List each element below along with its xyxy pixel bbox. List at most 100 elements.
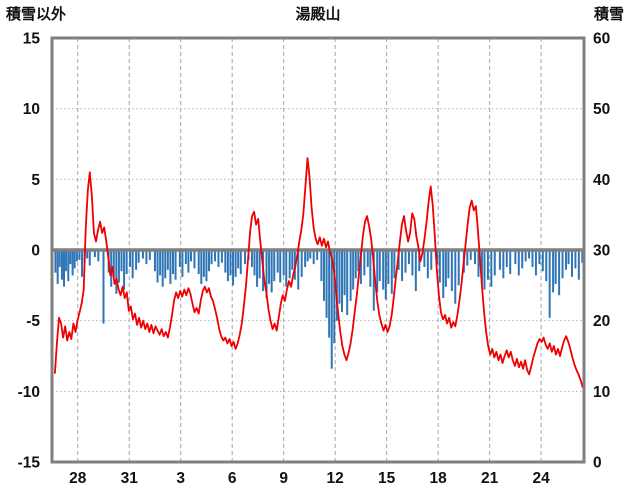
plot-frame [50, 36, 586, 464]
snowfall-bar [268, 250, 271, 284]
snowfall-bar [457, 250, 460, 286]
snowfall-bar [545, 250, 548, 282]
snowfall-bar [156, 250, 159, 283]
right-axis-tick: 60 [593, 31, 610, 48]
snowfall-bar [561, 250, 564, 279]
right-axis-tick: 50 [593, 101, 610, 118]
snowfall-bar [282, 250, 285, 276]
snowfall-bar [161, 250, 164, 287]
left-axis-tick: 15 [23, 31, 41, 48]
snowfall-bar [534, 250, 537, 276]
snowfall-bar [349, 250, 352, 301]
right-axis-tick: 0 [593, 455, 602, 472]
snowfall-bar [567, 250, 570, 265]
snowfall-bar [135, 250, 138, 270]
snowfall-bar [97, 250, 100, 262]
snowfall-bar [220, 250, 223, 263]
snowfall-bar [244, 250, 247, 265]
snowfall-bar [447, 250, 450, 279]
snowfall-bar [297, 250, 300, 290]
snowfall-bar [352, 250, 355, 290]
x-axis-tick: 24 [532, 470, 550, 487]
snowfall-bar [387, 250, 390, 284]
snowfall-bar [265, 250, 268, 299]
left-axis-tick: -15 [18, 455, 41, 472]
snowfall-bar [137, 250, 140, 263]
snowfall-bar [253, 250, 256, 276]
snowfall-bar [369, 250, 372, 287]
snowfall-bar [335, 250, 338, 321]
snowfall-bar [564, 250, 567, 270]
x-axis-tick: 15 [378, 470, 396, 487]
snowfall-bar [528, 250, 531, 259]
snowfall-bar [250, 250, 253, 267]
snowfall-bar [438, 250, 441, 283]
x-axis-tick: 31 [121, 470, 139, 487]
snowfall-bar [376, 250, 379, 293]
snowfall-bar [450, 250, 453, 291]
snowfall-bar [407, 250, 410, 265]
snowfall-bar [145, 250, 148, 265]
snowfall-bar [570, 250, 573, 277]
snowfall-bar [141, 250, 144, 259]
snowfall-bar [320, 250, 323, 282]
snowfall-bar [577, 250, 580, 280]
snowfall-bar [309, 250, 312, 259]
snowfall-bar [531, 250, 534, 267]
snowfall-bar [490, 250, 493, 287]
snowfall-bar [366, 250, 369, 267]
snowfall-bar [125, 250, 128, 275]
snowfall-bar [202, 250, 205, 277]
right-axis-title: 積雪 [593, 6, 624, 23]
snowfall-bar [208, 250, 211, 272]
snowfall-bar [498, 250, 501, 270]
snowfall-bar [237, 250, 240, 269]
snowfall-bar [171, 250, 174, 275]
snowfall-bar [330, 250, 333, 369]
snowfall-bar [304, 250, 307, 267]
snowfall-bar [56, 250, 59, 284]
snowfall-bar [67, 250, 70, 282]
left-axis-title: 積雪以外 [6, 6, 67, 23]
snowfall-bar [193, 250, 196, 269]
x-axis-tick: 21 [481, 470, 499, 487]
snowfall-bar [390, 250, 393, 294]
snowfall-bar [129, 250, 132, 267]
snowfall-bar [81, 250, 84, 277]
snowfall-bar [279, 250, 282, 283]
snowfall-bar [343, 250, 346, 296]
snowfall-bar [514, 250, 517, 265]
right-axis-tick: 30 [593, 243, 610, 260]
snowfall-bar [363, 250, 366, 276]
snowfall-bar [554, 250, 557, 284]
snowfall-bar [401, 250, 404, 282]
snowfall-bar [312, 250, 315, 265]
snowfall-bar [86, 250, 89, 259]
snowfall-bar [112, 250, 115, 277]
snowfall-bar [71, 250, 74, 276]
snowfall-bar [333, 250, 336, 344]
right-axis-tick: 40 [593, 172, 610, 189]
snowfall-bar [54, 250, 57, 273]
snowfall-bar [60, 250, 63, 280]
snowfall-bar [93, 250, 96, 258]
snowfall-bar [357, 250, 360, 272]
snowfall-bar [258, 250, 261, 279]
snowfall-bar [178, 250, 181, 267]
snowfall-bar [256, 250, 259, 287]
snowfall-bar [574, 250, 577, 269]
snowfall-bar [169, 250, 172, 284]
snowfall-bar [184, 250, 187, 265]
snowfall-bar [205, 250, 208, 282]
snowfall-bar [164, 250, 167, 279]
snowfall-bar [552, 250, 555, 293]
snowfall-bar [581, 250, 584, 263]
snowfall-bar [166, 250, 169, 270]
snowfall-bar [382, 250, 385, 290]
snowfall-bar [224, 250, 227, 273]
snowfall-bar [120, 250, 123, 272]
snowfall-bar [291, 250, 294, 270]
right-axis-tick: 10 [593, 384, 610, 401]
snowfall-bar [273, 250, 276, 282]
